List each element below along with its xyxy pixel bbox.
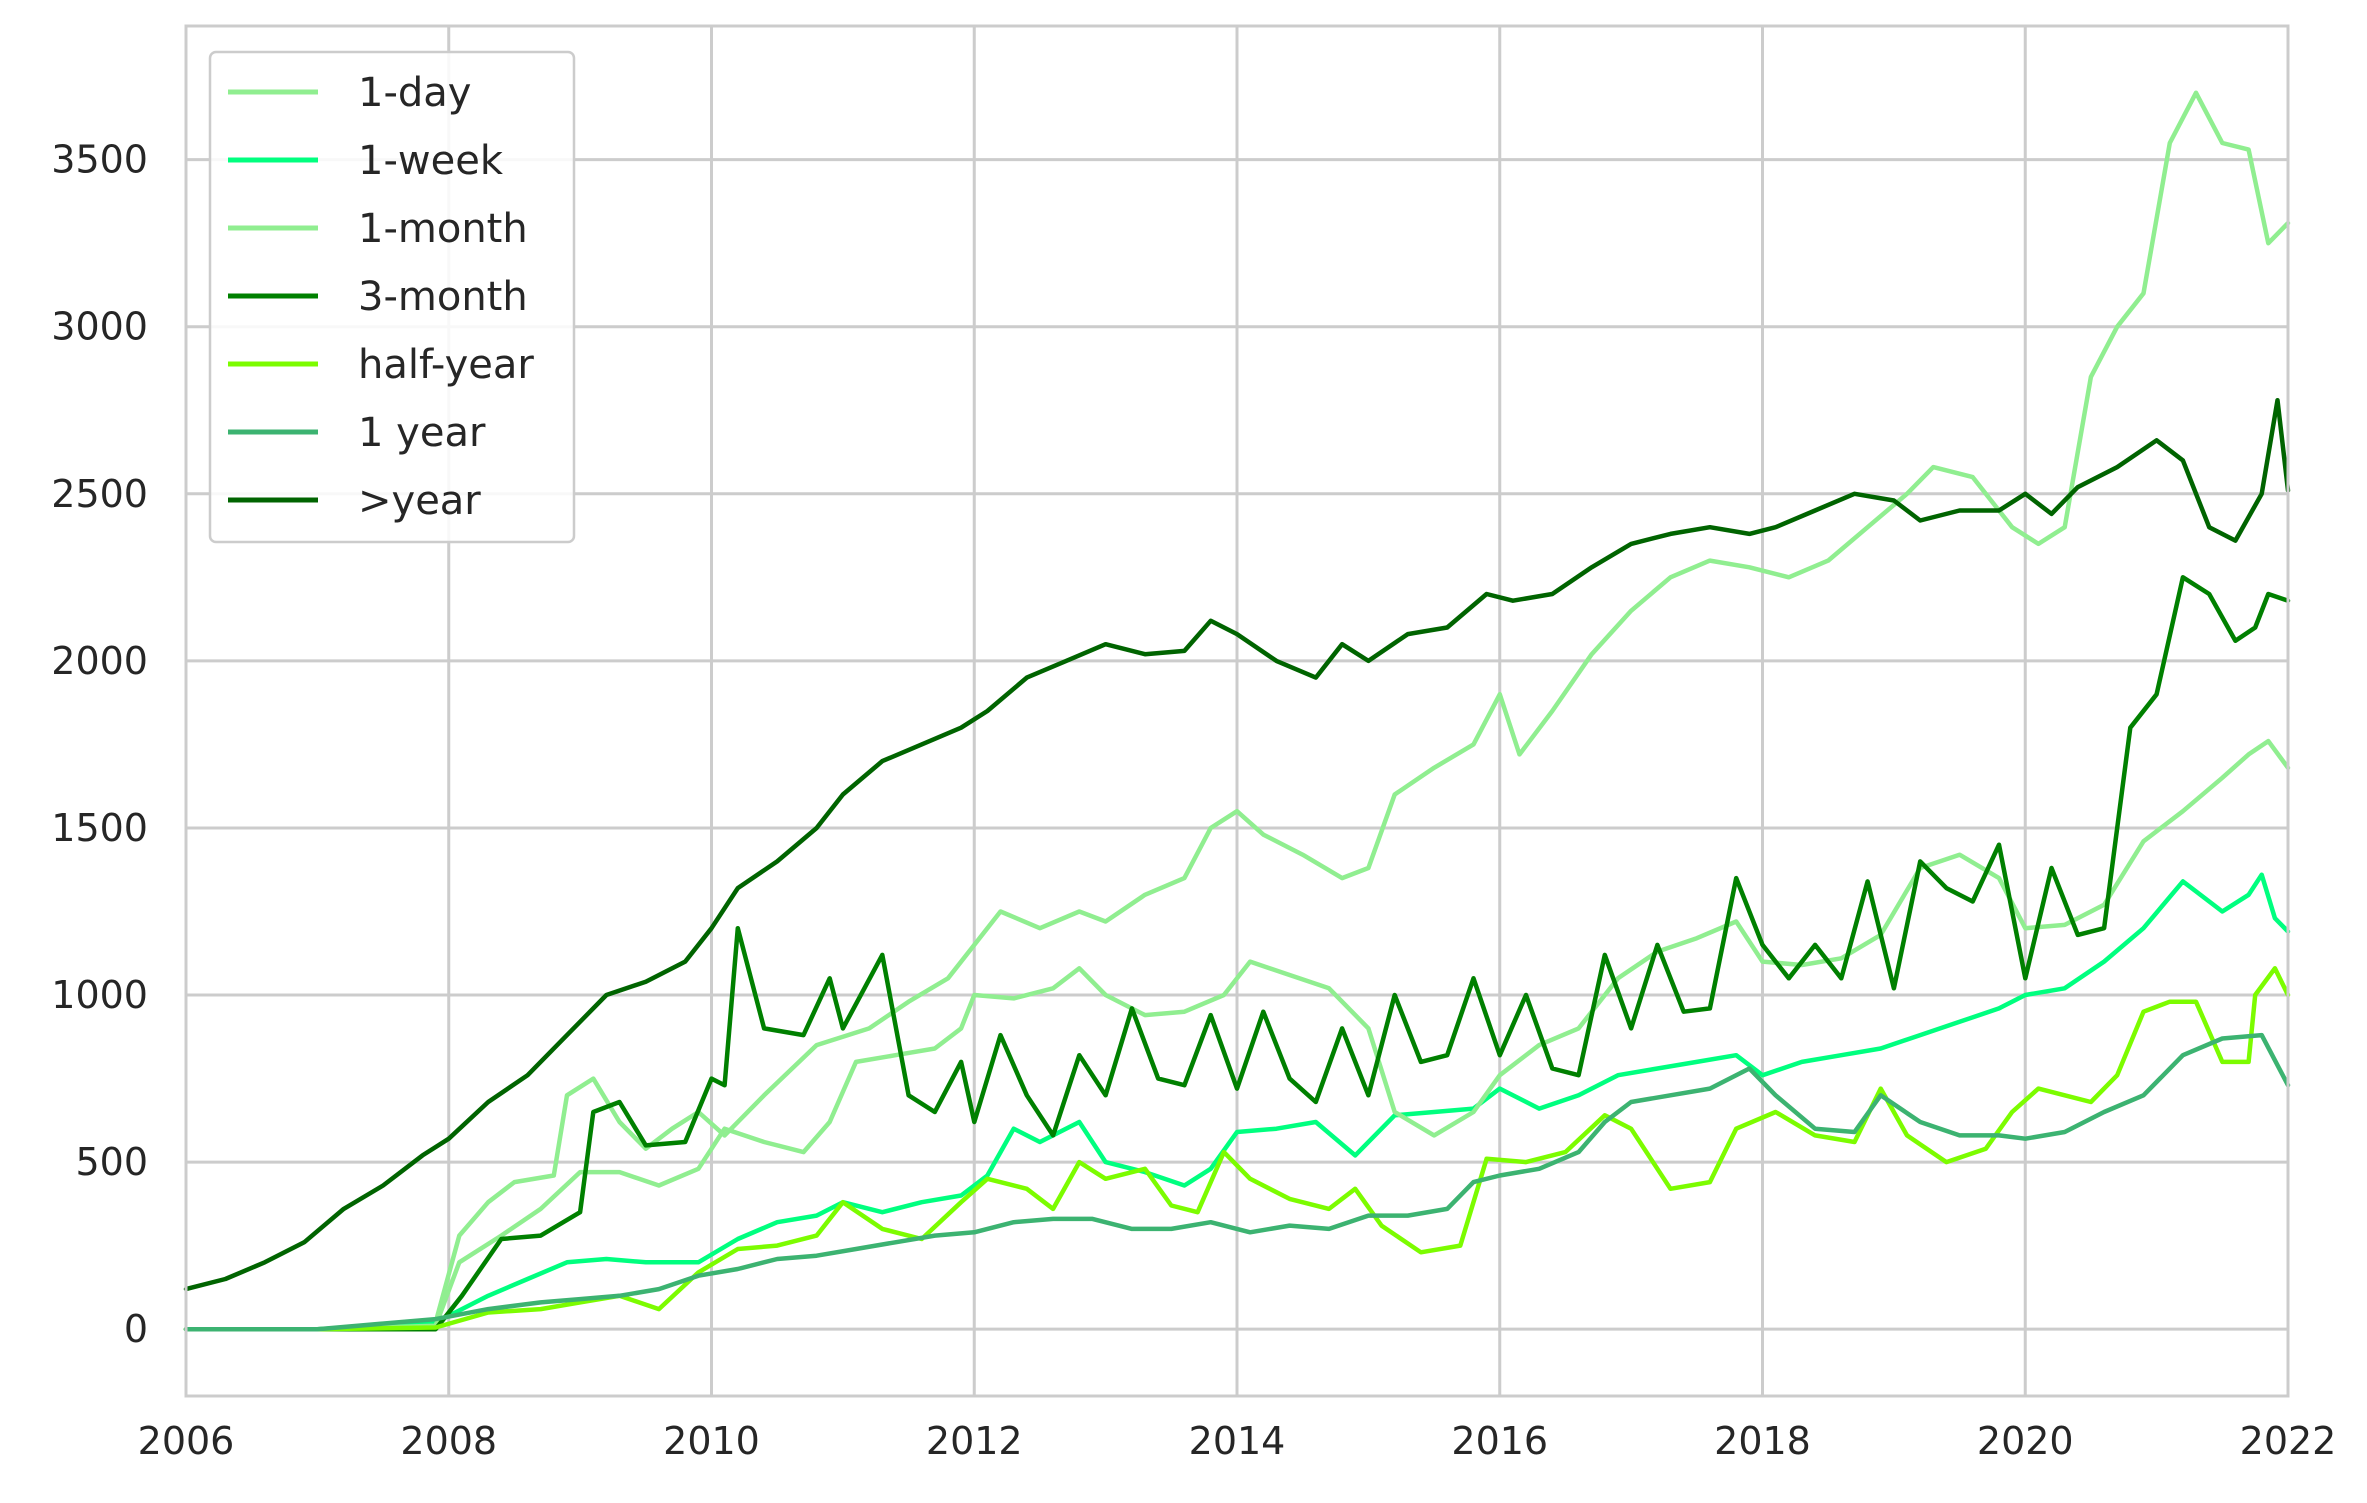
series-line-1-week: [183, 872, 2291, 1332]
x-tick-label: 2014: [1189, 1419, 1286, 1463]
y-tick-label: 0: [124, 1307, 148, 1351]
legend-label: 1-month: [358, 206, 528, 252]
y-tick-label: 1000: [51, 973, 148, 1017]
x-tick-label: 2022: [2240, 1419, 2337, 1463]
series-line-1-month: [183, 738, 2291, 1332]
x-tick-label: 2020: [1977, 1419, 2074, 1463]
series-line-1-year: [183, 1032, 2291, 1332]
y-tick-label: 1500: [51, 806, 148, 850]
legend-label: 1-day: [358, 70, 471, 116]
series-line-half-year: [183, 966, 2291, 1332]
legend-label: 1-week: [358, 138, 504, 184]
y-tick-label: 2000: [51, 639, 148, 683]
legend: 1-day 1-week 1-month 3-month half-year 1 year…: [208, 50, 576, 544]
legend-label: 1 year: [358, 410, 486, 456]
x-tick-labels: 2006 2008 2010 2012 2014 2016 2018 2020 2022: [138, 1419, 2337, 1463]
legend-box: [208, 50, 576, 544]
legend-label: >year: [358, 478, 481, 524]
legend-label: half-year: [358, 342, 534, 388]
legend-label: 3-month: [358, 274, 528, 320]
series-line-3-month: [183, 575, 2291, 1332]
series-lines: [183, 90, 2291, 1332]
plot-frame: [184, 24, 2290, 1398]
y-tick-label: 500: [75, 1140, 148, 1184]
x-tick-label: 2008: [400, 1419, 497, 1463]
x-tick-label: 2018: [1714, 1419, 1811, 1463]
y-tick-label: 2500: [51, 472, 148, 516]
series-line-year: [183, 397, 2291, 1292]
x-tick-label: 2016: [1451, 1419, 1548, 1463]
x-tick-label: 2012: [926, 1419, 1023, 1463]
y-tick-label: 3000: [51, 305, 148, 349]
x-tick-label: 2010: [663, 1419, 760, 1463]
x-tick-label: 2006: [138, 1419, 235, 1463]
y-tick-label: 3500: [51, 138, 148, 182]
series-line-1-day: [183, 90, 2291, 1332]
y-tick-labels: 0 500 1000 1500 2000 2500 3000 3500: [51, 138, 148, 1352]
